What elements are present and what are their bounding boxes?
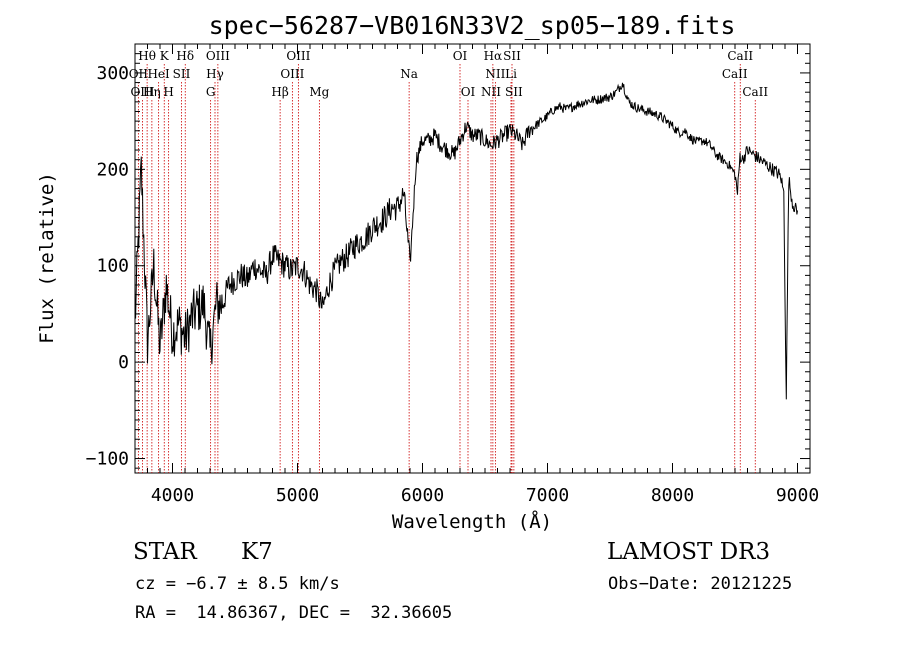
line-label: H bbox=[163, 85, 173, 99]
line-label: OIII bbox=[130, 85, 154, 99]
y-tick-label: 300 bbox=[96, 63, 129, 84]
line-label: SII bbox=[173, 67, 191, 81]
line-label: OIII bbox=[280, 67, 304, 81]
line-label: CaII bbox=[727, 49, 753, 63]
line-label: OI bbox=[453, 49, 468, 63]
line-label: Hδ bbox=[176, 49, 194, 63]
line-label: Mg bbox=[309, 85, 329, 99]
x-tick-label: 5000 bbox=[276, 485, 319, 506]
coordinates: RA = 14.86367, DEC = 32.36605 bbox=[135, 603, 453, 623]
x-tick-label: 4000 bbox=[151, 485, 194, 506]
line-label: Hα bbox=[484, 49, 503, 63]
line-label: Hη bbox=[143, 85, 161, 99]
line-label: CaII bbox=[722, 67, 748, 81]
y-tick-label: 200 bbox=[96, 159, 129, 180]
line-label: Hβ bbox=[271, 85, 288, 99]
line-label: OIII bbox=[206, 49, 230, 63]
x-axis-label: Wavelength (Å) bbox=[392, 510, 552, 533]
x-tick-label: 6000 bbox=[401, 485, 444, 506]
line-label: G bbox=[206, 85, 216, 99]
y-tick-label: −100 bbox=[86, 449, 129, 470]
subclass: K7 bbox=[241, 539, 273, 565]
obs-date: Obs−Date: 20121225 bbox=[608, 574, 793, 594]
x-tick-label: 7000 bbox=[526, 485, 569, 506]
line-label: HeI bbox=[147, 67, 170, 81]
y-tick-label: 0 bbox=[118, 352, 129, 373]
redshift-text: cz = −6.7 ± 8.5 km/s bbox=[135, 574, 340, 594]
object-class: STAR bbox=[133, 539, 197, 565]
axis-ticks: 4000 5000 6000 7000 8000 9000 −100 0 100 200 300 bbox=[86, 43, 819, 506]
line-label: K bbox=[160, 49, 170, 63]
y-axis-label: Flux (relative) bbox=[36, 172, 58, 344]
line-label: Hθ bbox=[138, 49, 156, 63]
line-label: OII bbox=[129, 67, 149, 81]
line-label: NII bbox=[485, 67, 505, 81]
line-label: CaII bbox=[742, 85, 768, 99]
line-label: NII bbox=[481, 85, 501, 99]
line-markers bbox=[137, 64, 756, 473]
survey-name: LAMOST DR3 bbox=[607, 539, 771, 565]
line-label: SII bbox=[505, 85, 523, 99]
line-label: SII bbox=[503, 49, 521, 63]
chart-title: spec−56287−VB016N33V2_sp05−189.fits bbox=[209, 11, 736, 40]
line-label: Hγ bbox=[206, 67, 224, 81]
spectrum-line bbox=[134, 82, 798, 400]
x-tick-label: 8000 bbox=[651, 485, 694, 506]
line-label: OI bbox=[461, 85, 476, 99]
x-tick-label: 9000 bbox=[776, 485, 819, 506]
line-label: Li bbox=[505, 67, 517, 81]
spectrum-series bbox=[134, 82, 798, 400]
y-tick-label: 100 bbox=[96, 256, 129, 277]
line-label: OIII bbox=[286, 49, 310, 63]
plot-frame bbox=[134, 43, 811, 474]
line-label: Na bbox=[400, 67, 418, 81]
